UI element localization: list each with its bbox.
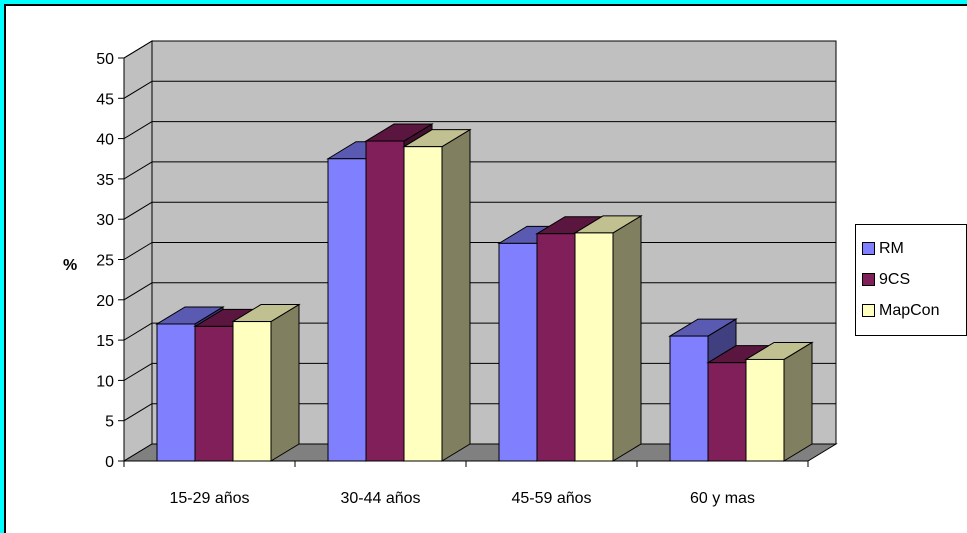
bar-mapcon-1 xyxy=(402,128,472,462)
y-tick-label: 35 xyxy=(96,172,114,189)
y-tick-label: 5 xyxy=(105,414,114,431)
x-tick-label: 45-59 años xyxy=(511,490,591,507)
legend-label: MapCon xyxy=(879,301,940,319)
gridline-side xyxy=(123,201,153,220)
x-axis: 15-29 años 30-44 años 45-59 años 60 y mas xyxy=(123,460,809,507)
legend-item-mapcon: MapCon xyxy=(862,295,966,326)
gridline-side xyxy=(123,403,153,422)
gridline-side xyxy=(123,322,153,341)
y-tick-label: 25 xyxy=(96,253,114,270)
x-tick-label: 15-29 años xyxy=(169,490,249,507)
gridline-side xyxy=(123,161,153,180)
gridline-side xyxy=(123,282,153,301)
x-tick-label: 60 y mas xyxy=(690,490,755,507)
legend-swatch xyxy=(862,273,875,286)
gridline-side xyxy=(123,80,153,99)
y-tick-label: 10 xyxy=(96,373,114,390)
y-tick-label: 20 xyxy=(96,293,114,310)
gridline-side xyxy=(123,40,153,59)
legend-swatch xyxy=(862,304,875,317)
y-tick-label: 30 xyxy=(96,212,114,229)
legend-swatch xyxy=(862,242,875,255)
y-tick-label: 0 xyxy=(105,454,114,471)
y-tick-label: 45 xyxy=(96,91,114,108)
y-axis-label: % xyxy=(63,257,77,274)
x-tick-label: 30-44 años xyxy=(340,490,420,507)
legend-label: RM xyxy=(879,239,904,257)
y-tick-label: 40 xyxy=(96,132,114,149)
legend: RM 9CS MapCon xyxy=(855,224,967,336)
bars xyxy=(155,123,814,462)
legend-label: 9CS xyxy=(879,270,911,288)
legend-item-9cs: 9CS xyxy=(862,264,966,295)
y-tick-label: 15 xyxy=(96,333,114,350)
gridline-side xyxy=(123,362,153,381)
y-tick-label: 50 xyxy=(96,51,114,68)
bar-mapcon-3 xyxy=(744,341,814,462)
gridline-side xyxy=(123,121,153,140)
bar-mapcon-0 xyxy=(231,303,301,462)
legend-item-rm: RM xyxy=(862,233,966,264)
y-axis: 0 5 10 15 20 25 30 35 40 45 50 xyxy=(96,51,125,471)
gridline-side xyxy=(123,242,153,260)
bar-mapcon-2 xyxy=(573,215,643,462)
bar-chart-3d: 0 5 10 15 20 25 30 35 40 45 50 15-29 años 30-44 año… xyxy=(63,40,838,507)
